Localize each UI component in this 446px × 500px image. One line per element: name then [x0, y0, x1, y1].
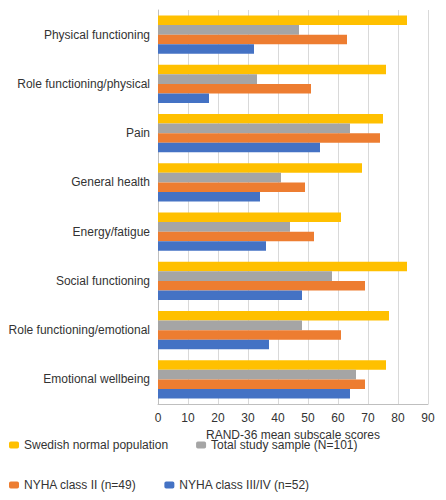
svg-text:10: 10 [181, 411, 195, 425]
svg-text:0: 0 [155, 411, 162, 425]
svg-text:NYHA class III/IV (n=52): NYHA class III/IV (n=52) [179, 478, 309, 492]
svg-text:Swedish normal population: Swedish normal population [24, 438, 168, 452]
svg-text:Role functioning/physical: Role functioning/physical [17, 77, 150, 91]
svg-text:90: 90 [421, 411, 435, 425]
svg-text:30: 30 [241, 411, 255, 425]
svg-text:20: 20 [211, 411, 225, 425]
svg-text:General health: General health [71, 175, 150, 189]
svg-text:Emotional wellbeing: Emotional wellbeing [43, 372, 150, 386]
svg-text:RAND-36 mean subscale scores: RAND-36 mean subscale scores [206, 427, 380, 442]
svg-text:Physical functioning: Physical functioning [44, 28, 150, 42]
svg-text:40: 40 [271, 411, 285, 425]
svg-text:60: 60 [331, 411, 345, 425]
svg-text:NYHA class II (n=49): NYHA class II (n=49) [24, 478, 136, 492]
svg-text:Role functioning/emotional: Role functioning/emotional [9, 323, 150, 337]
svg-text:Pain: Pain [126, 126, 150, 140]
svg-text:Social functioning: Social functioning [56, 274, 150, 288]
svg-text:80: 80 [391, 411, 405, 425]
svg-text:Energy/fatigue: Energy/fatigue [73, 225, 151, 239]
svg-text:Total study sample (N=101): Total study sample (N=101) [211, 438, 357, 452]
svg-text:50: 50 [301, 411, 315, 425]
svg-text:70: 70 [361, 411, 375, 425]
